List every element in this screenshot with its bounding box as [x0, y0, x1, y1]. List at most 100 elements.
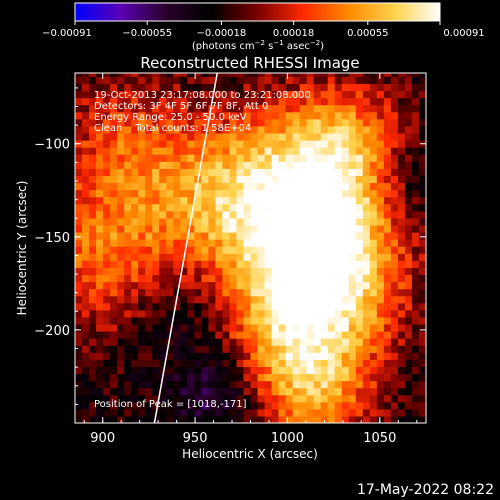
heatmap-cell — [390, 182, 399, 191]
heatmap-cell — [341, 239, 350, 247]
heatmap-cell — [89, 217, 97, 226]
heatmap-cell — [369, 415, 378, 423]
heatmap-cell — [341, 316, 350, 325]
heatmap-cell — [334, 401, 343, 410]
heatmap-cell — [229, 401, 238, 410]
heatmap-cell — [96, 288, 104, 297]
heatmap-cell — [418, 231, 426, 240]
heatmap-cell — [292, 210, 301, 219]
heatmap-cell — [124, 161, 132, 169]
heatmap-cell — [376, 345, 385, 353]
heatmap-cell — [362, 224, 371, 233]
heatmap-cell — [89, 189, 97, 198]
heatmap-cell — [264, 90, 273, 99]
heatmap-cell — [173, 345, 181, 353]
heatmap-cell — [292, 125, 301, 134]
heatmap-cell — [194, 132, 202, 141]
heatmap-cell — [96, 231, 104, 240]
heatmap-cell — [236, 111, 245, 120]
heatmap-cell — [103, 415, 111, 423]
heatmap-cell — [306, 154, 315, 162]
heatmap-cell — [180, 224, 188, 233]
heatmap-cell — [124, 97, 132, 106]
heatmap-cell — [96, 224, 104, 233]
heatmap-cell — [166, 401, 174, 410]
heatmap-cell — [110, 111, 118, 120]
heatmap-cell — [271, 260, 280, 268]
heatmap-cell — [159, 224, 167, 233]
heatmap-cell — [82, 316, 90, 325]
heatmap-cell — [103, 274, 111, 283]
heatmap-cell — [306, 274, 315, 283]
heatmap-cell — [194, 196, 202, 205]
heatmap-cell — [243, 366, 252, 375]
heatmap-cell — [201, 111, 209, 120]
heatmap-cell — [418, 366, 426, 375]
heatmap-cell — [110, 338, 118, 346]
heatmap-cell — [75, 394, 83, 403]
heatmap-cell — [250, 387, 259, 396]
heatmap-cell — [271, 401, 280, 410]
heatmap-cell — [355, 373, 364, 382]
heatmap-cell — [362, 83, 371, 92]
heatmap-cell — [236, 338, 245, 346]
heatmap-cell — [194, 331, 202, 339]
heatmap-cell — [271, 90, 280, 99]
heatmap-cell — [264, 352, 273, 360]
heatmap-cell — [313, 387, 322, 396]
heatmap-cell — [222, 373, 231, 382]
heatmap-cell — [320, 73, 329, 77]
heatmap-cell — [418, 147, 426, 155]
heatmap-cell — [313, 97, 322, 106]
heatmap-cell — [173, 387, 181, 396]
heatmap-cell — [138, 224, 146, 233]
heatmap-cell — [404, 83, 413, 92]
heatmap-cell — [355, 125, 364, 134]
heatmap-cell — [327, 224, 336, 233]
heatmap-cell — [243, 161, 252, 169]
heatmap-cell — [138, 281, 146, 290]
heatmap-cell — [292, 309, 301, 318]
heatmap-cell — [75, 345, 83, 353]
heatmap-cell — [96, 161, 104, 169]
heatmap-cell — [299, 231, 308, 240]
heatmap-cell — [306, 408, 315, 417]
heatmap-cell — [418, 224, 426, 233]
heatmap-cell — [334, 253, 343, 261]
heatmap-cell — [110, 387, 118, 396]
heatmap-cell — [355, 203, 364, 212]
heatmap-cell — [145, 345, 153, 353]
heatmap-cell — [250, 154, 259, 162]
heatmap-cell — [222, 288, 231, 297]
heatmap-cell — [397, 111, 406, 120]
heatmap-cell — [201, 387, 209, 396]
heatmap-cell — [390, 295, 399, 304]
heatmap-cell — [397, 316, 406, 325]
heatmap-cell — [173, 415, 181, 423]
heatmap-cell — [313, 83, 322, 92]
heatmap-cell — [236, 140, 245, 148]
heatmap-cell — [215, 260, 224, 268]
heatmap-cell — [222, 394, 231, 403]
heatmap-cell — [426, 296, 434, 304]
heatmap-cell — [166, 394, 174, 403]
heatmap-cell — [355, 132, 364, 141]
heatmap-cell — [292, 345, 301, 353]
heatmap-cell — [341, 104, 350, 113]
heatmap-cell — [131, 253, 139, 261]
heatmap-cell — [299, 154, 308, 162]
heatmap-cell — [257, 408, 266, 417]
heatmap-cell — [320, 387, 329, 396]
heatmap-cell — [243, 316, 252, 325]
heatmap-cell — [376, 83, 385, 92]
heatmap-cell — [187, 90, 195, 99]
heatmap-cell — [229, 260, 238, 268]
heatmap-cell — [348, 260, 357, 268]
heatmap-cell — [376, 168, 385, 176]
heatmap-cell — [313, 253, 322, 261]
heatmap-cell — [292, 154, 301, 162]
heatmap-cell — [173, 224, 181, 233]
heatmap-cell — [180, 168, 188, 176]
heatmap-cell — [341, 345, 350, 353]
heatmap-cell — [376, 154, 385, 162]
